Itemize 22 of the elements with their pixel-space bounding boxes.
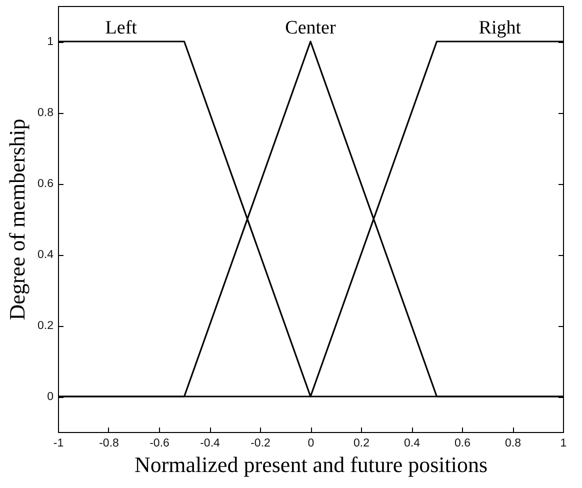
- y-tick-label: 0.2: [38, 320, 54, 332]
- series-label: Right: [478, 18, 522, 38]
- y-tick-label: 0.8: [38, 107, 54, 119]
- x-tick-label: 1: [560, 438, 567, 450]
- x-tick-label: 0.4: [404, 438, 421, 450]
- x-tick-label: 0.8: [505, 438, 521, 450]
- series-label: Center: [285, 18, 336, 38]
- x-tick-label: 0.2: [354, 438, 370, 450]
- x-tick-label: 0.6: [454, 438, 470, 450]
- y-axis-title: Degree of membership: [4, 118, 30, 320]
- x-tick-label: -0.4: [200, 438, 221, 450]
- x-tick-label: -0.8: [99, 438, 119, 450]
- x-tick-label: -0.2: [250, 438, 270, 450]
- y-tick-label: 1: [47, 36, 54, 48]
- x-tick-label: 0: [308, 438, 314, 450]
- y-tick-label: 0: [47, 391, 54, 403]
- series-label: Left: [105, 18, 138, 38]
- x-axis-title: Normalized present and future positions: [134, 452, 488, 477]
- x-tick-label: -0.6: [150, 438, 170, 450]
- y-tick-label: 0.4: [38, 249, 54, 261]
- x-tick-label: -1: [53, 438, 64, 450]
- y-tick-label: 0.6: [38, 178, 54, 190]
